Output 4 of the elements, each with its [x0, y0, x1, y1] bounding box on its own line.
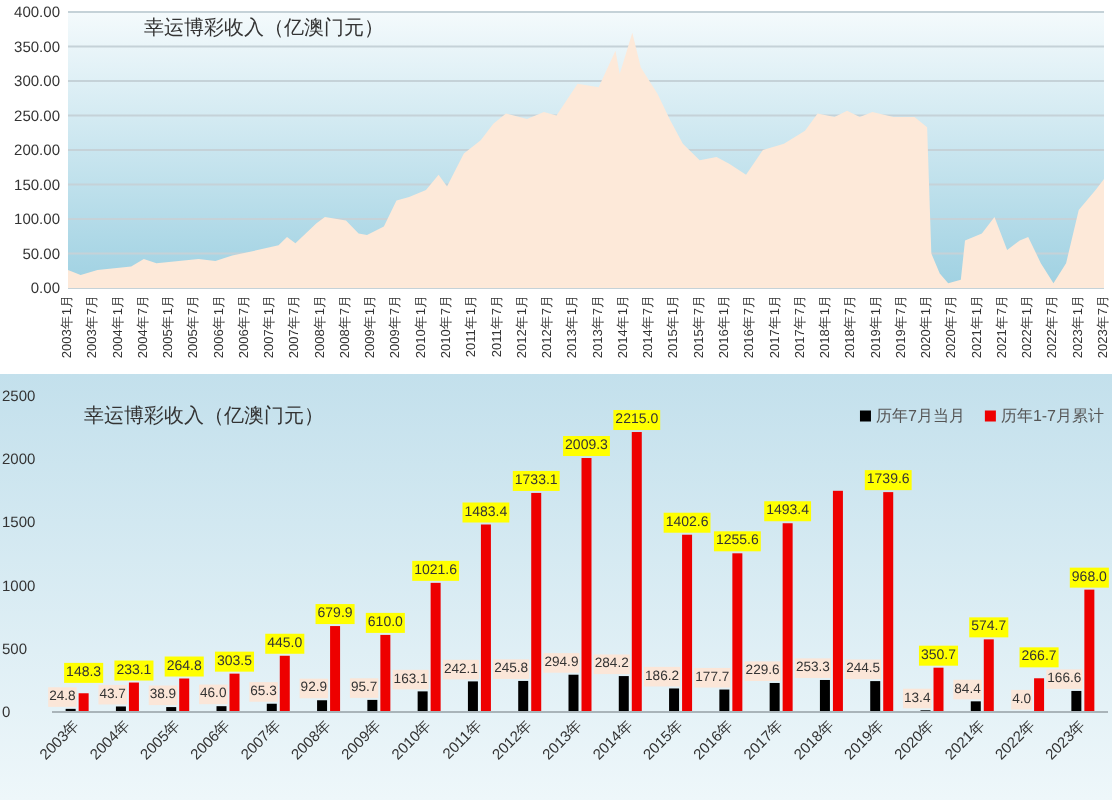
chart-title: 幸运博彩收入（亿澳门元）: [144, 16, 384, 40]
legend-label: 历年1-7月累计: [1000, 407, 1105, 425]
text: 幸运博彩收入（亿澳门元）: [84, 404, 324, 428]
legend-label: 历年7月当月: [875, 407, 965, 425]
